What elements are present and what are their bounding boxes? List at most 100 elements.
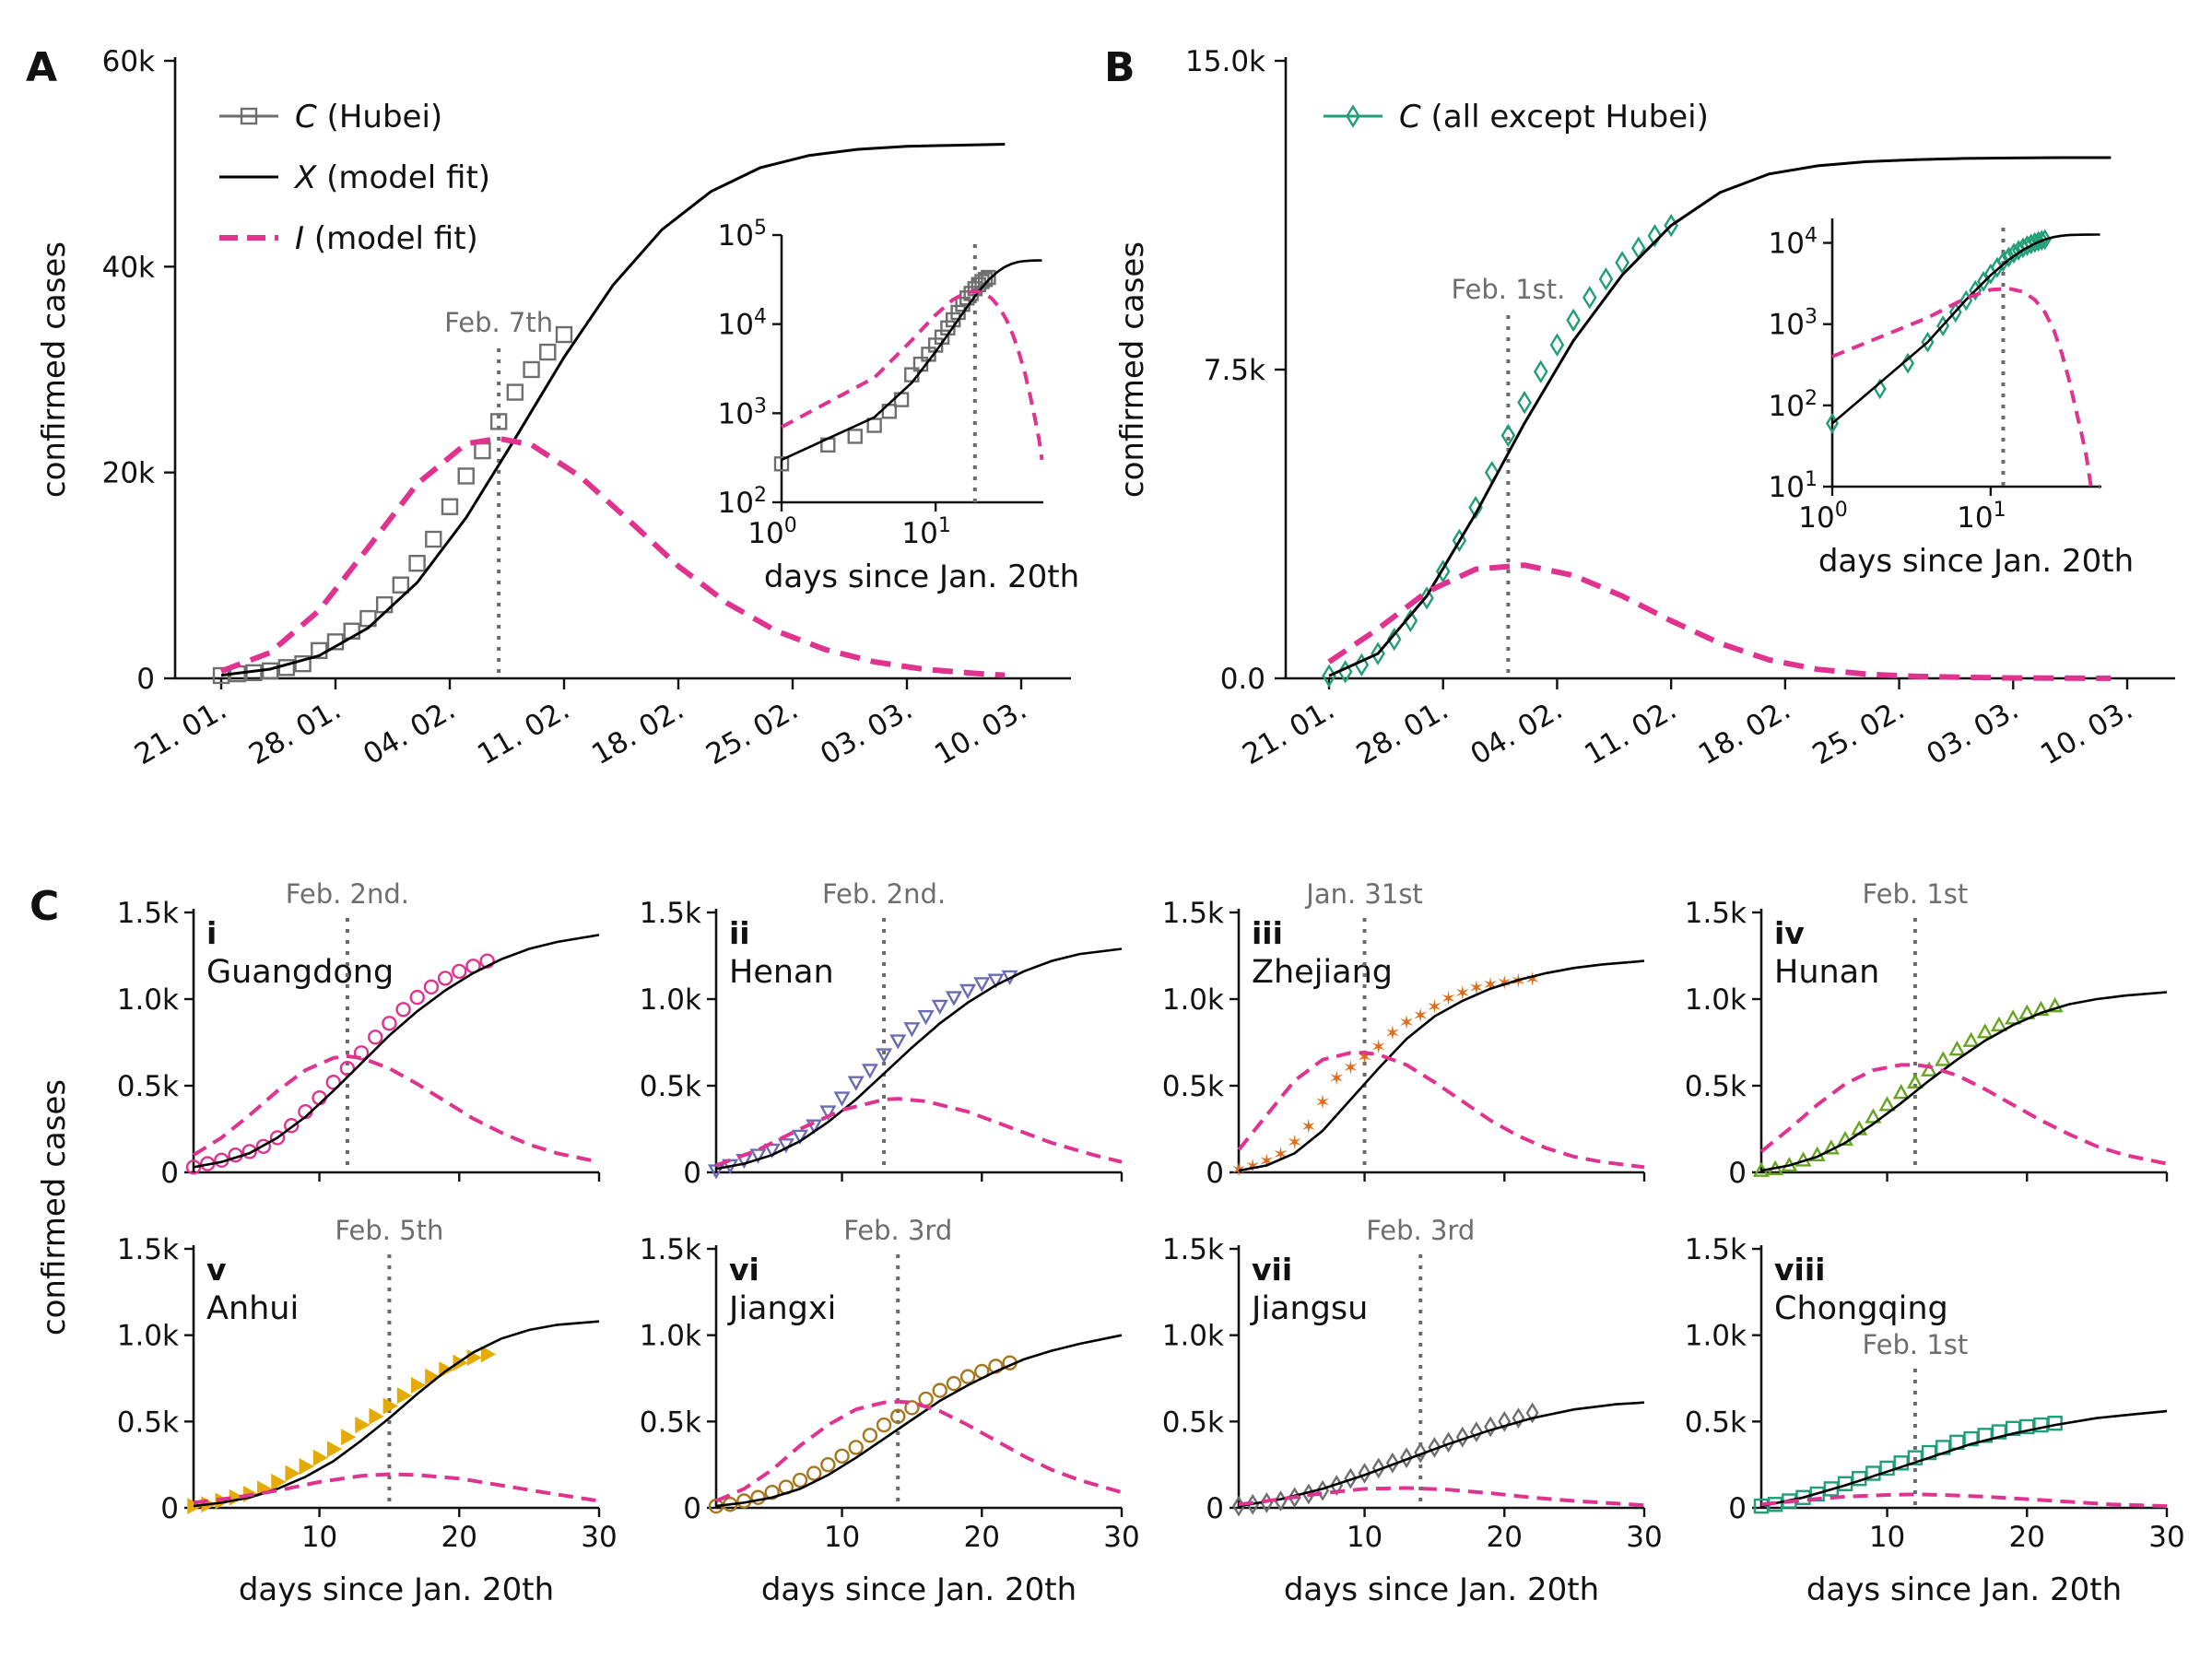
series-i-line xyxy=(1760,1492,2168,1509)
data-point xyxy=(1435,559,1451,583)
x-tick-label: 21. 01. xyxy=(1237,693,1340,771)
x-tick-label: 03. 03. xyxy=(1921,693,2024,771)
data-point xyxy=(917,1010,935,1026)
data-point xyxy=(861,1064,878,1079)
x-tick-label: 28. 01. xyxy=(243,693,347,771)
subpanel-index: vii xyxy=(1252,1252,1292,1288)
data-point xyxy=(791,1129,809,1145)
y-tick-label: 0 xyxy=(136,663,155,696)
series-i-line xyxy=(1327,562,2112,681)
panel-letter-a: A xyxy=(26,44,57,91)
subpanel-index: i xyxy=(206,915,217,951)
legend-label: C (Hubei) xyxy=(295,99,442,135)
series-i-line xyxy=(193,1472,600,1505)
data-point xyxy=(1386,627,1402,652)
y-axis-label: confirmed cases xyxy=(1114,241,1151,498)
region-name: Chongqing xyxy=(1774,1290,1948,1327)
data-point xyxy=(904,1400,920,1416)
subpanel-C-vi: 0 0.5k 1.0k 1.5k 10 20 30 days since Jan. 20th v… xyxy=(640,1215,1140,1608)
inset-data-point xyxy=(2031,230,2045,253)
data-point xyxy=(1517,391,1532,415)
data-point xyxy=(1441,1431,1455,1453)
x-tick-label: 30 xyxy=(1103,1521,1139,1554)
y-tick-label: 0.5k xyxy=(1685,1070,1747,1103)
peak-label: Feb. 5th xyxy=(335,1215,443,1246)
data-point xyxy=(1906,1073,1924,1089)
data-point xyxy=(425,530,442,548)
inset-data-point xyxy=(1996,251,2010,273)
region-name: Zhejiang xyxy=(1252,954,1393,991)
data-point xyxy=(750,1489,766,1505)
data-point xyxy=(457,467,475,485)
data-point xyxy=(423,979,440,995)
data-point xyxy=(285,1465,300,1482)
x-tick-label: 25. 02. xyxy=(700,693,804,771)
inset-data-point xyxy=(2038,229,2052,251)
data-point xyxy=(1400,1447,1414,1469)
y-tick-label: 1.0k xyxy=(640,983,701,1017)
data-point xyxy=(876,1417,892,1433)
data-point xyxy=(707,1164,725,1180)
data-point: ✶ xyxy=(1343,1057,1359,1079)
inset-x-tick-label: 100 xyxy=(747,514,796,550)
panel-letter-b: B xyxy=(1104,44,1135,91)
series-x-line xyxy=(193,934,600,1169)
data-point xyxy=(353,1045,370,1061)
x-tick-label: 30 xyxy=(1626,1521,1662,1554)
data-point xyxy=(555,325,573,344)
data-point xyxy=(987,973,1005,989)
legend-entry: C (Hubei) xyxy=(219,99,442,135)
data-point xyxy=(2046,997,2064,1013)
region-name: Guangdong xyxy=(206,954,394,991)
y-tick-label: 1.0k xyxy=(117,1320,179,1353)
data-point xyxy=(326,1441,343,1458)
data-point: ✶ xyxy=(1427,996,1443,1018)
inset-y-tick-label: 103 xyxy=(718,394,767,430)
data-point: ✶ xyxy=(1287,1131,1303,1153)
data-point xyxy=(474,441,491,460)
x-tick-label: 30 xyxy=(2148,1521,2184,1554)
data-point: ✶ xyxy=(1371,1036,1387,1058)
data-point xyxy=(368,1030,383,1045)
y-tick-label: 0 xyxy=(1206,1157,1224,1190)
legend-label: I (model fit) xyxy=(295,220,478,257)
x-tick-label: 10. 03. xyxy=(2035,693,2138,771)
data-point xyxy=(523,360,540,379)
x-tick-label: 28. 01. xyxy=(1351,693,1454,771)
inset-y-tick-label: 105 xyxy=(718,217,767,253)
subpanel-index: iv xyxy=(1774,915,1805,951)
data-point xyxy=(973,977,991,993)
inset-x-axis-label: days since Jan. 20th xyxy=(1818,543,2134,580)
data-point xyxy=(946,1375,962,1392)
x-tick-label: 10 xyxy=(1869,1521,1905,1554)
inset-data-point xyxy=(2028,231,2041,253)
x-axis-label: days since Jan. 20th xyxy=(1806,1571,2122,1608)
series-i-line xyxy=(1238,1486,1645,1508)
data-point xyxy=(834,1448,850,1465)
data-point xyxy=(1836,1130,1854,1147)
data-point xyxy=(876,1048,893,1064)
inset-y-tick-label: 104 xyxy=(718,306,767,342)
data-point xyxy=(959,1369,976,1384)
inset-x-tick-label: 101 xyxy=(901,514,950,550)
y-tick-label: 1.5k xyxy=(117,897,179,930)
inset-y-tick-label: 102 xyxy=(718,484,767,520)
region-name: Anhui xyxy=(206,1290,299,1327)
y-axis-label: confirmed cases xyxy=(36,241,73,498)
y-tick-label: 0.5k xyxy=(117,1070,179,1103)
series-i-line xyxy=(1237,1051,1645,1170)
series-i-line xyxy=(1759,1063,2168,1166)
series-x-line xyxy=(1760,1409,2168,1508)
data-point xyxy=(931,999,948,1015)
y-tick-label: 1.5k xyxy=(117,1233,179,1266)
data-point xyxy=(847,1076,865,1091)
series-x-line xyxy=(1328,156,2112,677)
x-tick-label: 18. 02. xyxy=(1693,693,1796,771)
x-axis-label: days since Jan. 20th xyxy=(761,1571,1077,1608)
y-tick-label: 15.0k xyxy=(1185,45,1265,78)
y-tick-label: 1.0k xyxy=(1162,983,1224,1017)
y-tick-label: 0.5k xyxy=(640,1406,701,1439)
y-tick-label: 1.5k xyxy=(1162,897,1224,930)
data-point xyxy=(806,1465,822,1481)
